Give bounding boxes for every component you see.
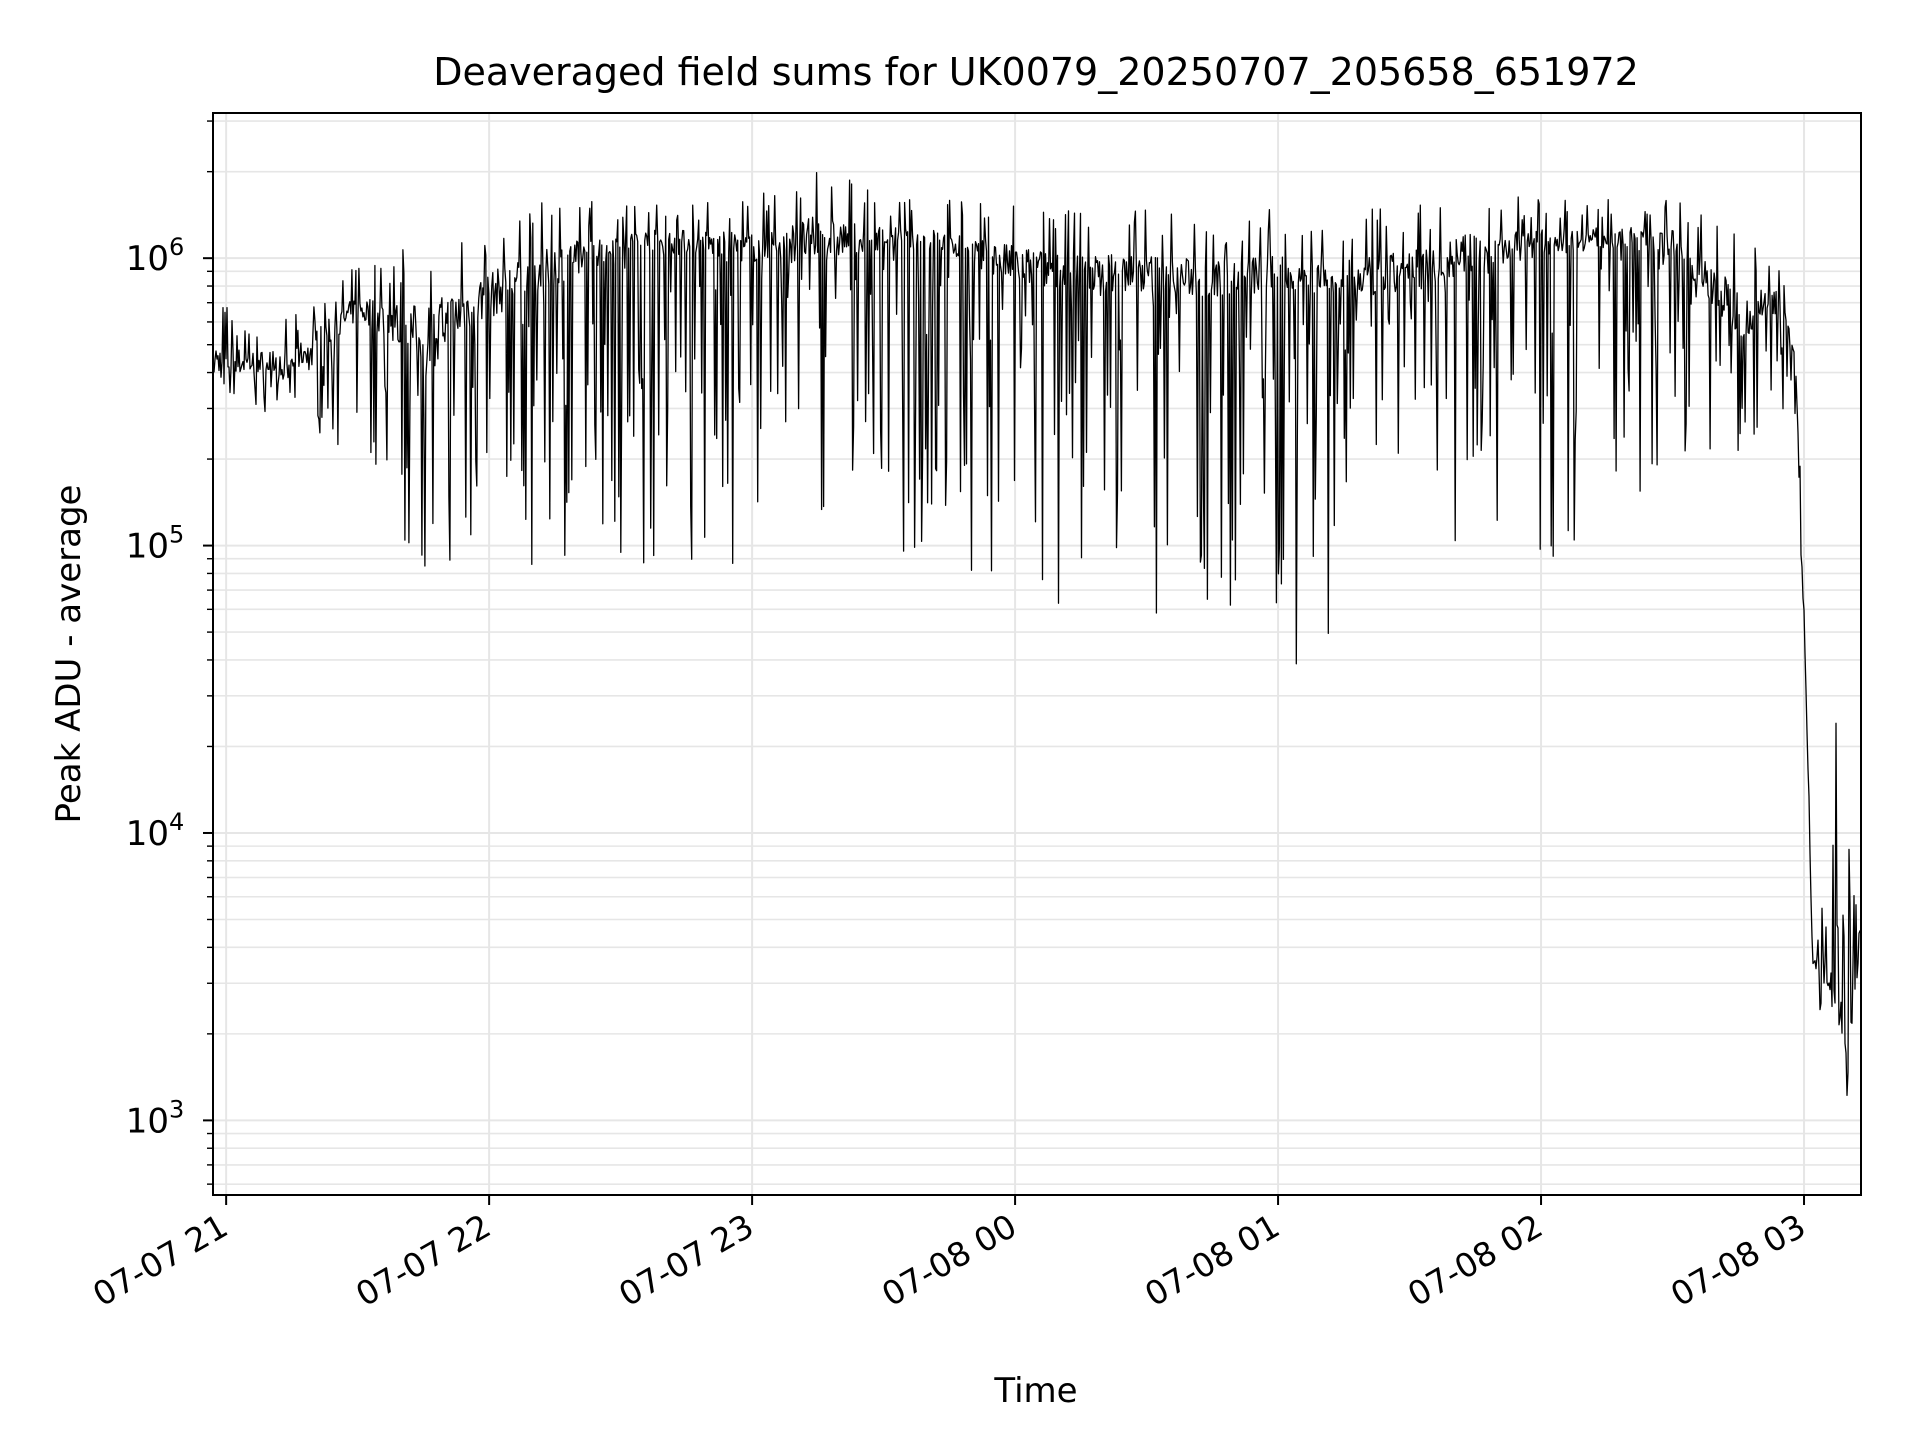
series-line-0 (212, 171, 1862, 1097)
y-tick-label: 104 (126, 808, 185, 854)
grid-layer (213, 113, 1861, 1195)
y-tick-label: 106 (126, 233, 185, 279)
x-tick-label: 07-07 21 (86, 1206, 234, 1314)
data-point (1146, 278, 1148, 280)
x-tick-label: 07-08 03 (1664, 1206, 1812, 1314)
chart-title: Deaveraged field sums for UK0079_2025070… (433, 50, 1639, 94)
data-point (247, 366, 249, 368)
data-point (685, 245, 687, 247)
plot-frame (212, 112, 1862, 1196)
x-tick-label: 07-08 01 (1138, 1206, 1286, 1314)
x-axis-ticks: 07-07 21 07-07 22 07-07 23 07-08 00 07-08 01… (86, 1195, 1812, 1314)
x-axis-label: Time (993, 1371, 1077, 1411)
y-axis-ticks: 103 104 105 106 (126, 120, 213, 1185)
y-tick-label: 105 (126, 521, 185, 567)
x-tick-label: 07-07 22 (349, 1206, 497, 1314)
series-layer (212, 171, 1862, 1097)
x-tick-label: 07-08 00 (875, 1206, 1023, 1314)
y-axis-label: Peak ADU - average (49, 485, 89, 824)
y-tick-label: 103 (126, 1095, 185, 1141)
x-tick-label: 07-08 02 (1401, 1206, 1549, 1314)
x-tick-label: 07-07 23 (612, 1206, 760, 1314)
